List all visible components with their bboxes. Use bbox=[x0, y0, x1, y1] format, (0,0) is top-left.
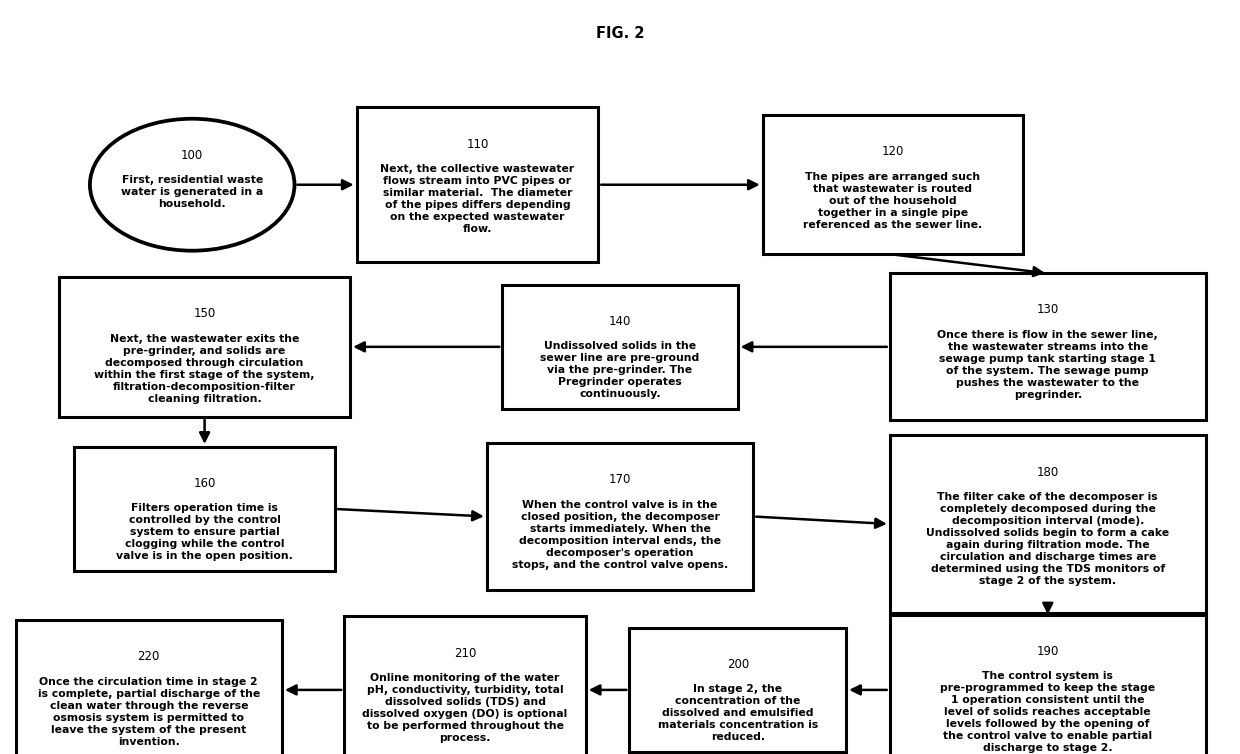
FancyBboxPatch shape bbox=[890, 435, 1205, 612]
Text: In stage 2, the
concentration of the
dissolved and emulsified
materials concentr: In stage 2, the concentration of the dis… bbox=[657, 685, 818, 742]
Text: Filters operation time is
controlled by the control
system to ensure partial
clo: Filters operation time is controlled by … bbox=[117, 504, 293, 561]
FancyBboxPatch shape bbox=[630, 627, 847, 752]
Text: Once the circulation time in stage 2
is complete, partial discharge of the
clean: Once the circulation time in stage 2 is … bbox=[37, 677, 260, 746]
FancyBboxPatch shape bbox=[60, 277, 351, 416]
Text: 140: 140 bbox=[609, 314, 631, 328]
Text: Once there is flow in the sewer line,
the wastewater streams into the
sewage pum: Once there is flow in the sewer line, th… bbox=[937, 330, 1158, 400]
Text: 200: 200 bbox=[727, 657, 749, 671]
Text: FIG. 2: FIG. 2 bbox=[595, 26, 645, 41]
Text: 170: 170 bbox=[609, 474, 631, 486]
Text: Online monitoring of the water
pH, conductivity, turbidity, total
dissolved soli: Online monitoring of the water pH, condu… bbox=[362, 673, 568, 743]
Text: 150: 150 bbox=[193, 307, 216, 320]
Text: When the control valve is in the
closed position, the decomposer
starts immediat: When the control valve is in the closed … bbox=[512, 499, 728, 569]
Text: 120: 120 bbox=[882, 145, 904, 158]
FancyBboxPatch shape bbox=[502, 284, 738, 409]
Text: 190: 190 bbox=[1037, 645, 1059, 657]
Text: Next, the collective wastewater
flows stream into PVC pipes or
similar material.: Next, the collective wastewater flows st… bbox=[381, 164, 574, 234]
FancyBboxPatch shape bbox=[345, 616, 585, 754]
Text: The filter cake of the decomposer is
completely decomposed during the
decomposit: The filter cake of the decomposer is com… bbox=[926, 492, 1169, 586]
Text: 210: 210 bbox=[454, 646, 476, 660]
Text: The pipes are arranged such
that wastewater is routed
out of the household
toget: The pipes are arranged such that wastewa… bbox=[804, 171, 982, 229]
FancyBboxPatch shape bbox=[763, 115, 1023, 254]
Text: Next, the wastewater exits the
pre-grinder, and solids are
decomposed through ci: Next, the wastewater exits the pre-grind… bbox=[94, 333, 315, 403]
FancyBboxPatch shape bbox=[16, 620, 281, 754]
Ellipse shape bbox=[89, 118, 295, 250]
FancyBboxPatch shape bbox=[357, 107, 599, 262]
FancyBboxPatch shape bbox=[486, 443, 753, 590]
FancyBboxPatch shape bbox=[890, 273, 1205, 421]
Text: 130: 130 bbox=[1037, 303, 1059, 317]
Text: Undissolved solids in the
sewer line are pre-ground
via the pre-grinder. The
Pre: Undissolved solids in the sewer line are… bbox=[541, 341, 699, 399]
Text: 220: 220 bbox=[138, 650, 160, 664]
Text: The control system is
pre-programmed to keep the stage
1 operation consistent un: The control system is pre-programmed to … bbox=[940, 671, 1156, 753]
Text: 110: 110 bbox=[466, 137, 489, 151]
Text: 160: 160 bbox=[193, 477, 216, 490]
Text: 180: 180 bbox=[1037, 465, 1059, 479]
Text: 100: 100 bbox=[181, 149, 203, 162]
FancyBboxPatch shape bbox=[890, 615, 1205, 754]
Text: First, residential waste
water is generated in a
household.: First, residential waste water is genera… bbox=[122, 175, 263, 210]
FancyBboxPatch shape bbox=[74, 446, 335, 572]
